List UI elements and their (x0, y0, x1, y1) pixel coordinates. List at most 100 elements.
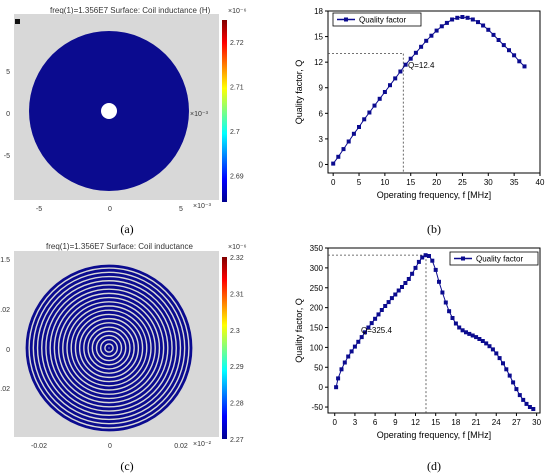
panel-c-colorbar-tick-label: 2.29 (230, 364, 244, 371)
data-point (467, 331, 472, 336)
data-point (403, 281, 408, 285)
panel-c-coil-ring (105, 344, 113, 352)
data-point (383, 304, 388, 308)
legend-marker (461, 256, 465, 261)
panel-c-coil-ring (67, 306, 151, 390)
data-point (403, 62, 408, 67)
panel-c-coil-ring (76, 315, 142, 381)
panel-a-x-tick-label: 0 (108, 206, 112, 213)
data-point (357, 125, 361, 129)
x-tick-label: 3 (353, 418, 358, 427)
y-tick-label: 9 (319, 84, 324, 93)
y-tick-label: 15 (314, 33, 323, 42)
panel-c-x-tick-label: -0.02 (31, 443, 47, 450)
panel-c-y-tick-label: 0.02 (0, 307, 10, 314)
data-point (424, 38, 429, 43)
data-point (346, 139, 351, 144)
data-point (396, 288, 401, 293)
data-point (393, 76, 398, 81)
x-tick-label: 15 (431, 418, 440, 427)
panel-c-coil-ring (42, 281, 176, 415)
legend: Quality factor (449, 251, 539, 266)
data-point (470, 17, 475, 22)
data-point (460, 328, 465, 333)
panel-a-x-tick-label: -5 (36, 206, 42, 213)
data-point (372, 103, 377, 108)
plot-frame (327, 10, 541, 174)
panel-a-y-exponent: ×10⁻³ (190, 111, 209, 118)
data-point (474, 335, 479, 340)
data-point (430, 258, 435, 263)
legend-label: Quality factor (359, 16, 406, 25)
data-point (336, 376, 341, 381)
data-point (339, 367, 344, 372)
x-tick-label: 30 (484, 178, 493, 187)
panel-c-coil-rings (25, 264, 193, 432)
panel-c-coil-ring (80, 319, 138, 377)
data-point (376, 312, 381, 317)
data-point (511, 380, 516, 385)
panel-a-x-exponent: ×10⁻³ (193, 203, 212, 210)
y-tick-label: 0 (319, 383, 324, 392)
data-point (434, 28, 439, 33)
x-tick-label: 10 (380, 178, 389, 187)
y-tick-label: -50 (311, 403, 323, 412)
panel-c-colorbar-ticks: 2.32 2.31 2.3 2.29 2.28 2.27 (230, 255, 244, 444)
panel-a-y-tick-label: -5 (4, 153, 10, 160)
panel-c-coil-ring (88, 327, 130, 369)
data-point (470, 333, 475, 338)
data-point (419, 44, 424, 49)
x-axis-title: Operating frequency, f [MHz] (377, 190, 491, 200)
panel-c-y-tick-label: 0 (6, 347, 10, 354)
x-tick-label: 15 (406, 178, 415, 187)
x-tick-label: 40 (536, 178, 545, 187)
data-point (398, 69, 403, 74)
data-point (490, 347, 495, 352)
data-point (423, 253, 428, 258)
panel-a-window-marker (15, 19, 20, 24)
data-point (476, 20, 480, 25)
y-axis-title: Quality factor, Q (294, 60, 304, 125)
legend: Quality factor (332, 12, 422, 27)
panel-a-x-ticks: -5 0 5 (36, 206, 183, 213)
data-point (362, 117, 367, 122)
data-point (517, 59, 522, 64)
x-tick-label: 5 (357, 178, 362, 187)
y-tick-label: 200 (310, 304, 324, 313)
data-point (455, 15, 460, 20)
data-point (408, 56, 413, 61)
panel-d-quality-factor-chart: 0 3 6 9 12 15 18 21 24 27 30 -50 0 50 100 150 200 250 300 3… (294, 244, 542, 473)
panel-a-colorbar (222, 20, 227, 202)
data-point (349, 349, 354, 354)
x-tick-label: 25 (458, 178, 467, 187)
data-point (373, 316, 378, 321)
x-tick-label: 9 (393, 418, 398, 427)
data-point (477, 337, 482, 341)
panel-c-coil-ring (71, 310, 147, 386)
panel-c-colorbar-tick-label: 2.27 (230, 437, 244, 444)
panel-a-y-tick-label: 0 (6, 111, 10, 118)
data-point (501, 361, 505, 366)
data-point (382, 90, 387, 94)
data-point (517, 393, 522, 398)
x-tick-label: 0 (333, 418, 338, 427)
y-tick-label: 3 (319, 135, 324, 144)
data-point (507, 48, 511, 53)
data-point (363, 330, 367, 335)
data-point (497, 356, 502, 361)
data-point (484, 341, 489, 346)
data-point (481, 23, 486, 28)
data-point (437, 279, 441, 284)
panel-c-coil-ring (63, 302, 155, 394)
panel-c-coil-ring (101, 340, 117, 356)
data-point (450, 17, 455, 22)
panel-a-colorbar-exponent: ×10⁻⁶ (228, 8, 247, 15)
panel-c-coil-ring (34, 273, 184, 423)
data-point (465, 15, 470, 20)
legend-marker (344, 17, 348, 22)
data-point (359, 335, 364, 340)
panel-c-coil-ring (59, 298, 159, 398)
panel-c-coil-ring (84, 323, 134, 373)
data-point (379, 308, 384, 312)
panel-a-coil-surface-plot: freq(1)=1.356E7 Surface: Coil inductance… (4, 6, 247, 236)
